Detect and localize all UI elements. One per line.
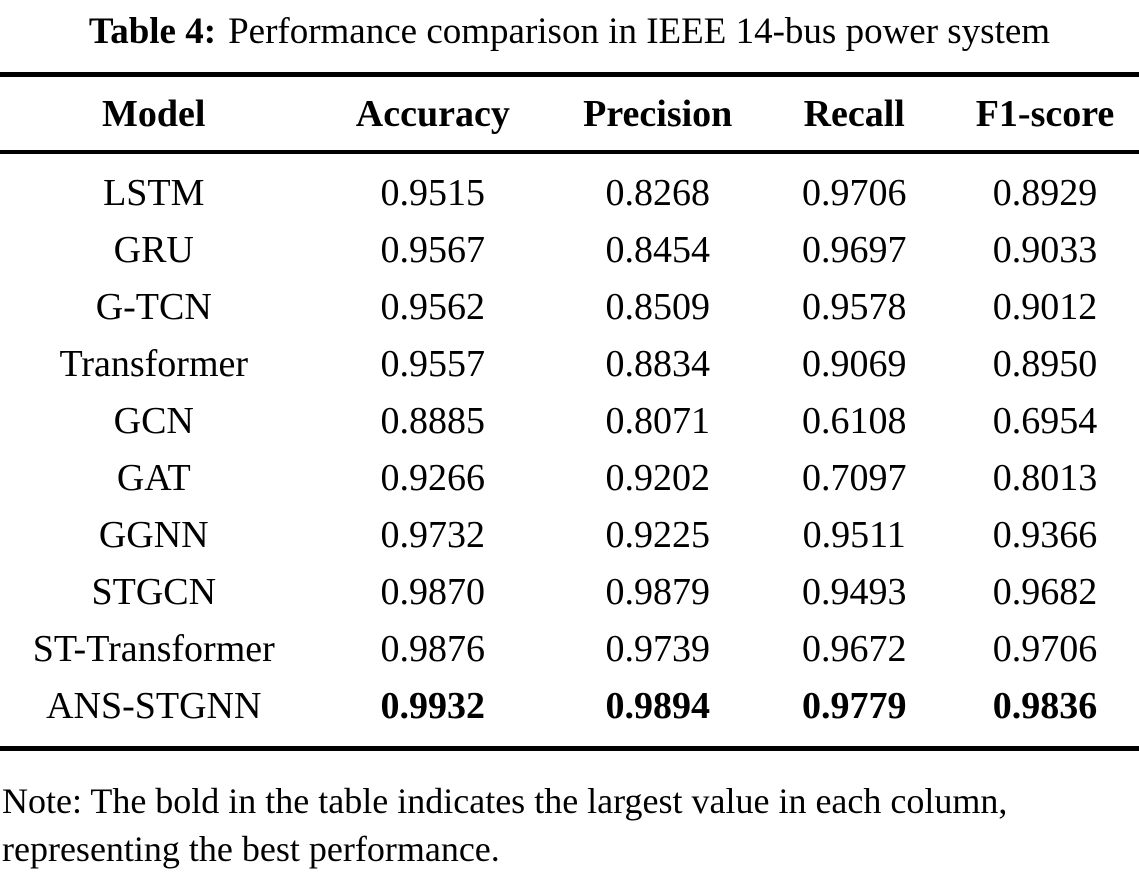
metric-value-cell: 0.9706 (801, 171, 907, 214)
metric-value-cell: 0.9578 (801, 285, 907, 328)
model-name-cell: ST-Transformer (32, 627, 275, 670)
table-note-line-1: Note: The bold in the table indicates th… (2, 781, 1008, 821)
model-name-cell: STGCN (91, 570, 217, 613)
table-caption-label: Table 4: (88, 11, 217, 52)
table-note: Note: The bold in the table indicates th… (0, 777, 1139, 872)
model-name-cell: GCN (113, 399, 194, 442)
metric-value-cell: 0.9511 (802, 513, 906, 556)
metric-value-cell: 0.8013 (992, 456, 1098, 499)
model-name-cell: LSTM (103, 171, 205, 214)
metric-value-cell: 0.9836 (992, 684, 1098, 727)
table-row-gcn: GCN 0.8885 0.8071 0.6108 0.6954 (0, 392, 1139, 449)
model-name-cell: GGNN (98, 513, 209, 556)
metric-value-cell: 0.8834 (605, 342, 711, 385)
performance-table: Model Accuracy Precision Recall F1-score LST… (0, 72, 1139, 751)
metric-value-cell: 0.9879 (605, 570, 711, 613)
metric-value-cell: 0.9697 (801, 228, 907, 271)
metric-value-cell: 0.9266 (380, 456, 486, 499)
table-row-ans-stgnn: ANS-STGNN 0.9932 0.9894 0.9779 0.9836 (0, 677, 1139, 749)
table-row-g-tcn: G-TCN 0.9562 0.8509 0.9578 0.9012 (0, 278, 1139, 335)
metric-value-cell: 0.6954 (992, 399, 1098, 442)
metric-value-cell: 0.9739 (605, 627, 711, 670)
metric-value-cell: 0.9706 (992, 627, 1098, 670)
metric-value-cell: 0.8950 (992, 342, 1098, 385)
table-row-gat: GAT 0.9266 0.9202 0.7097 0.8013 (0, 449, 1139, 506)
table-caption-text: Performance comparison in IEEE 14-bus po… (228, 11, 1051, 52)
table-row-st-transformer: ST-Transformer 0.9876 0.9739 0.9672 0.9706 (0, 620, 1139, 677)
metric-value-cell: 0.8268 (605, 171, 711, 214)
column-header-precision: Precision (583, 92, 733, 135)
metric-value-cell: 0.9225 (605, 513, 711, 556)
metric-value-cell: 0.9069 (801, 342, 907, 385)
metric-value-cell: 0.9012 (992, 285, 1098, 328)
metric-value-cell: 0.9202 (605, 456, 711, 499)
table-row-gru: GRU 0.9567 0.8454 0.9697 0.9033 (0, 221, 1139, 278)
model-name-cell: GAT (116, 456, 191, 499)
metric-value-cell: 0.9870 (380, 570, 486, 613)
metric-value-cell: 0.8885 (380, 399, 486, 442)
metric-value-cell: 0.9562 (380, 285, 486, 328)
metric-value-cell: 0.6108 (801, 399, 907, 442)
model-name-cell: G-TCN (95, 285, 212, 328)
metric-value-cell: 0.9732 (380, 513, 486, 556)
metric-value-cell: 0.8929 (992, 171, 1098, 214)
model-name-cell: GRU (113, 228, 194, 271)
table-caption: Table 4: Performance comparison in IEEE 1… (0, 0, 1139, 72)
metric-value-cell: 0.9894 (605, 684, 711, 727)
metric-value-cell: 0.9515 (380, 171, 486, 214)
model-name-cell: Transformer (59, 342, 249, 385)
metric-value-cell: 0.9932 (380, 684, 486, 727)
metric-value-cell: 0.9557 (380, 342, 486, 385)
table-header-row: Model Accuracy Precision Recall F1-score (0, 75, 1139, 152)
metric-value-cell: 0.9672 (801, 627, 907, 670)
metric-value-cell: 0.9567 (380, 228, 486, 271)
metric-value-cell: 0.9876 (380, 627, 486, 670)
column-header-f1-score: F1-score (975, 92, 1115, 135)
metric-value-cell: 0.8071 (605, 399, 711, 442)
metric-value-cell: 0.7097 (801, 456, 907, 499)
model-name-cell: ANS-STGNN (46, 684, 262, 727)
column-header-recall: Recall (803, 92, 905, 135)
table-row-ggnn: GGNN 0.9732 0.9225 0.9511 0.9366 (0, 506, 1139, 563)
column-header-model: Model (102, 92, 206, 135)
metric-value-cell: 0.9366 (992, 513, 1098, 556)
table-row-stgcn: STGCN 0.9870 0.9879 0.9493 0.9682 (0, 563, 1139, 620)
column-header-accuracy: Accuracy (355, 92, 510, 135)
metric-value-cell: 0.9682 (992, 570, 1098, 613)
metric-value-cell: 0.9779 (801, 684, 907, 727)
table-body: LSTM 0.9515 0.8268 0.9706 0.8929 GRU 0.9567 0.8… (0, 152, 1139, 749)
table-row-transformer: Transformer 0.9557 0.8834 0.9069 0.8950 (0, 335, 1139, 392)
metric-value-cell: 0.9033 (992, 228, 1098, 271)
table-note-line-2: representing the best performance. (2, 829, 500, 869)
metric-value-cell: 0.9493 (801, 570, 907, 613)
table-row-lstm: LSTM 0.9515 0.8268 0.9706 0.8929 (0, 152, 1139, 221)
metric-value-cell: 0.8509 (605, 285, 711, 328)
metric-value-cell: 0.8454 (605, 228, 711, 271)
